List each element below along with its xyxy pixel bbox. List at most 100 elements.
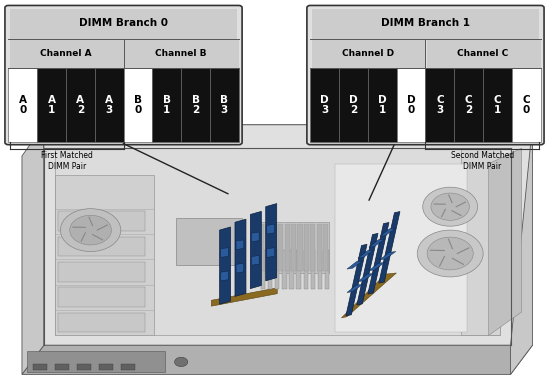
- Circle shape: [427, 237, 473, 270]
- Bar: [181, 68, 210, 142]
- Bar: [454, 68, 483, 142]
- Circle shape: [417, 230, 483, 277]
- Text: B
2: B 2: [192, 95, 200, 115]
- Polygon shape: [236, 240, 244, 250]
- Bar: [8, 68, 37, 142]
- Polygon shape: [357, 233, 378, 305]
- Bar: [304, 250, 308, 289]
- Bar: [265, 224, 271, 271]
- Bar: [325, 250, 329, 289]
- Bar: [396, 68, 425, 142]
- Polygon shape: [266, 204, 277, 281]
- Polygon shape: [22, 345, 533, 374]
- Bar: [311, 250, 315, 289]
- Polygon shape: [511, 125, 533, 374]
- Text: Channel D: Channel D: [342, 49, 394, 58]
- Polygon shape: [221, 248, 228, 257]
- Bar: [323, 224, 328, 271]
- Bar: [58, 262, 145, 282]
- Bar: [58, 287, 145, 307]
- Bar: [483, 68, 512, 142]
- Bar: [10, 9, 237, 39]
- Text: First Matched
DIMM Pair: First Matched DIMM Pair: [41, 151, 93, 171]
- Bar: [304, 224, 309, 271]
- Bar: [153, 68, 181, 142]
- Text: Channel C: Channel C: [457, 49, 509, 58]
- Bar: [77, 364, 91, 370]
- Bar: [55, 364, 69, 370]
- Polygon shape: [341, 273, 396, 318]
- Polygon shape: [44, 125, 533, 345]
- Bar: [339, 68, 368, 142]
- Bar: [272, 224, 277, 271]
- Polygon shape: [267, 224, 274, 234]
- Bar: [291, 224, 296, 271]
- Text: B
3: B 3: [220, 95, 228, 115]
- Bar: [282, 250, 287, 289]
- Polygon shape: [251, 232, 259, 242]
- Bar: [37, 68, 66, 142]
- Circle shape: [431, 193, 469, 220]
- Text: A
0: A 0: [19, 95, 27, 115]
- Text: D
2: D 2: [349, 95, 358, 115]
- Polygon shape: [335, 164, 467, 332]
- Polygon shape: [369, 262, 385, 271]
- Polygon shape: [369, 239, 385, 247]
- Bar: [368, 68, 396, 142]
- Text: DIMM Branch 1: DIMM Branch 1: [381, 18, 470, 28]
- Bar: [425, 68, 454, 142]
- Bar: [310, 68, 339, 142]
- Bar: [124, 68, 152, 142]
- Polygon shape: [55, 176, 154, 335]
- Text: C
1: C 1: [494, 95, 501, 115]
- Bar: [210, 68, 239, 142]
- Polygon shape: [380, 252, 396, 260]
- Text: D
0: D 0: [407, 95, 416, 115]
- FancyBboxPatch shape: [307, 5, 544, 145]
- Polygon shape: [368, 222, 389, 294]
- Polygon shape: [379, 211, 400, 283]
- Polygon shape: [236, 263, 244, 273]
- Polygon shape: [267, 248, 274, 257]
- Polygon shape: [489, 148, 522, 335]
- Bar: [33, 364, 47, 370]
- Bar: [27, 351, 165, 372]
- Text: Channel B: Channel B: [155, 49, 207, 58]
- Bar: [318, 250, 322, 289]
- Bar: [253, 224, 258, 271]
- Polygon shape: [251, 255, 259, 265]
- Bar: [121, 364, 135, 370]
- Text: A
1: A 1: [47, 95, 55, 115]
- Bar: [261, 250, 265, 289]
- Text: B
0: B 0: [134, 95, 142, 115]
- Polygon shape: [235, 219, 246, 296]
- Polygon shape: [358, 250, 374, 258]
- Bar: [58, 211, 145, 231]
- Bar: [512, 68, 541, 142]
- Circle shape: [70, 215, 111, 245]
- Polygon shape: [22, 125, 44, 374]
- Bar: [278, 224, 283, 271]
- Bar: [176, 218, 242, 265]
- Text: D
3: D 3: [320, 95, 329, 115]
- Bar: [289, 250, 294, 289]
- Bar: [268, 250, 272, 289]
- Bar: [253, 222, 329, 273]
- Polygon shape: [358, 273, 374, 282]
- Bar: [125, 39, 239, 68]
- Bar: [10, 39, 124, 68]
- Bar: [66, 68, 94, 142]
- Text: D
1: D 1: [378, 95, 386, 115]
- Bar: [284, 224, 290, 271]
- Bar: [94, 68, 124, 142]
- Text: B
1: B 1: [163, 95, 171, 115]
- Text: C
2: C 2: [465, 95, 473, 115]
- Polygon shape: [220, 227, 231, 304]
- Circle shape: [60, 209, 121, 252]
- Bar: [310, 224, 316, 271]
- Polygon shape: [346, 244, 367, 316]
- Text: C
0: C 0: [523, 95, 530, 115]
- Polygon shape: [55, 148, 500, 335]
- Text: Second Matched
DIMM Pair: Second Matched DIMM Pair: [451, 151, 514, 171]
- Text: A
3: A 3: [105, 95, 113, 115]
